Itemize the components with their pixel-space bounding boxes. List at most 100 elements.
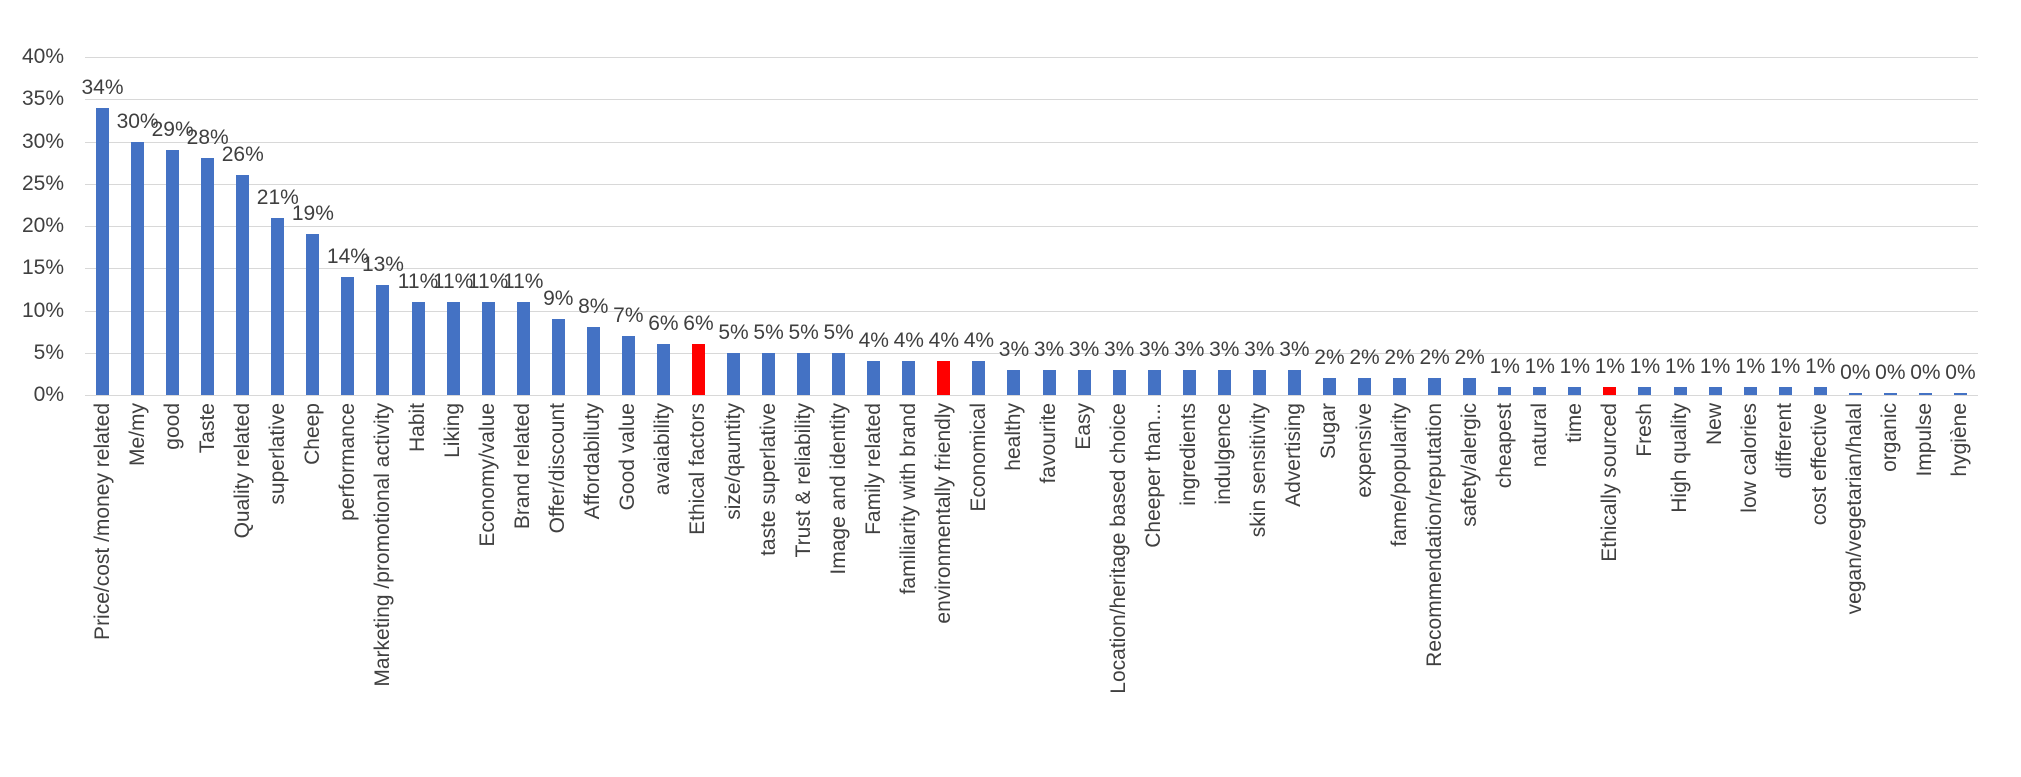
bar — [586, 327, 600, 395]
gridline — [85, 310, 1978, 312]
bar — [1673, 386, 1687, 395]
bar-highlighted — [937, 361, 951, 395]
value-label: 1% — [1524, 354, 1555, 378]
x-axis-labels: Price/cost /money related Me/my good Taste Q… — [85, 403, 1978, 777]
category-label: hygiène — [1948, 403, 1972, 477]
bar — [376, 285, 390, 395]
value-label: 0% — [1945, 361, 1976, 384]
value-label: 29% — [151, 117, 194, 141]
y-axis-tick-label: 30% — [21, 129, 64, 153]
category-label: Ethically sourced — [1597, 403, 1621, 562]
gridline — [85, 183, 1978, 185]
value-label: 0% — [1875, 361, 1906, 384]
category-label: Price/cost /money related — [90, 403, 114, 640]
value-label: 1% — [1629, 354, 1661, 378]
category-label: Marketing /promotional activity — [370, 403, 394, 687]
category-label: familiarity with brand — [896, 403, 920, 595]
category-label: Quality related — [230, 403, 254, 539]
bar — [727, 352, 741, 395]
bar — [797, 352, 811, 395]
value-label: 1% — [1734, 354, 1766, 378]
value-label: 3% — [1068, 337, 1100, 361]
bar — [166, 149, 180, 395]
value-label: 11% — [432, 270, 474, 294]
category-label: vegan/vegetarian/halal — [1843, 403, 1867, 615]
gridline — [85, 226, 1978, 227]
bar — [1112, 369, 1126, 395]
category-label: taste superlative — [756, 403, 780, 556]
value-label: 3% — [1244, 337, 1275, 361]
bar — [1252, 369, 1266, 395]
bar — [271, 217, 285, 395]
value-label: 21% — [256, 185, 299, 209]
value-label: 30% — [116, 109, 159, 133]
category-label: fame/popularity — [1387, 403, 1411, 547]
value-label: 1% — [1559, 354, 1591, 378]
category-label: ingredients — [1177, 403, 1201, 506]
category-label: Cheep — [300, 403, 324, 465]
y-axis-tick-label: 20% — [21, 214, 64, 237]
category-label: Economy/value — [476, 403, 500, 547]
value-label: 11% — [467, 270, 509, 294]
bar — [1498, 386, 1512, 395]
y-axis-tick-label: 5% — [33, 340, 64, 364]
category-label: Economical — [966, 403, 990, 512]
bar — [867, 361, 881, 395]
gridline — [85, 99, 1978, 101]
bar — [516, 302, 530, 395]
bar — [1778, 386, 1792, 395]
value-label: 2% — [1314, 346, 1345, 370]
category-label: Fresh — [1632, 403, 1656, 457]
bar — [1322, 378, 1336, 395]
value-label: 4% — [963, 329, 995, 353]
bar — [1358, 378, 1372, 395]
bar — [1428, 378, 1442, 395]
y-axis-tick-label: 10% — [21, 298, 64, 322]
value-label: 3% — [1103, 337, 1135, 361]
category-label: cheapest — [1492, 403, 1516, 489]
value-label: 9% — [543, 286, 574, 310]
value-label: 3% — [1209, 337, 1240, 361]
category-label: cost effective — [1808, 403, 1832, 526]
category-label: low calories — [1738, 403, 1762, 513]
bar — [1953, 393, 1967, 395]
category-label: Ethical factors — [686, 403, 710, 535]
category-label: superlative — [265, 403, 289, 505]
value-label: 11% — [502, 270, 544, 294]
bar — [1883, 393, 1897, 395]
category-label: performance — [335, 403, 359, 521]
bar — [762, 352, 776, 395]
category-label: Impulse — [1913, 403, 1937, 477]
category-label: expensive — [1352, 403, 1376, 498]
category-label: Image and identity — [826, 403, 850, 575]
bar — [551, 318, 565, 395]
value-label: 1% — [1594, 354, 1626, 378]
bar — [411, 302, 425, 395]
bar — [201, 158, 215, 395]
value-label: 0% — [1910, 361, 1941, 384]
bar — [306, 234, 320, 395]
category-label: Location/heritage based choice — [1107, 403, 1131, 694]
category-label: natural — [1527, 403, 1551, 468]
bar — [621, 335, 635, 395]
bar — [1918, 393, 1932, 395]
bar — [1708, 386, 1722, 395]
value-label: 5% — [718, 320, 749, 344]
category-label: Sugar — [1317, 403, 1341, 460]
bar — [1743, 386, 1757, 395]
bar — [1638, 386, 1652, 395]
value-label: 14% — [326, 244, 369, 268]
bar — [481, 302, 495, 395]
value-label: 2% — [1454, 346, 1485, 370]
bar-highlighted — [1603, 386, 1617, 395]
category-label: organic — [1878, 403, 1902, 472]
category-label: Liking — [441, 403, 465, 458]
bar — [1217, 369, 1231, 395]
value-label: 4% — [928, 329, 960, 353]
category-label: avaiability — [651, 403, 675, 496]
value-label: 3% — [1174, 337, 1205, 361]
value-label: 4% — [858, 329, 889, 353]
bar — [1007, 369, 1021, 395]
bar — [1393, 378, 1407, 395]
